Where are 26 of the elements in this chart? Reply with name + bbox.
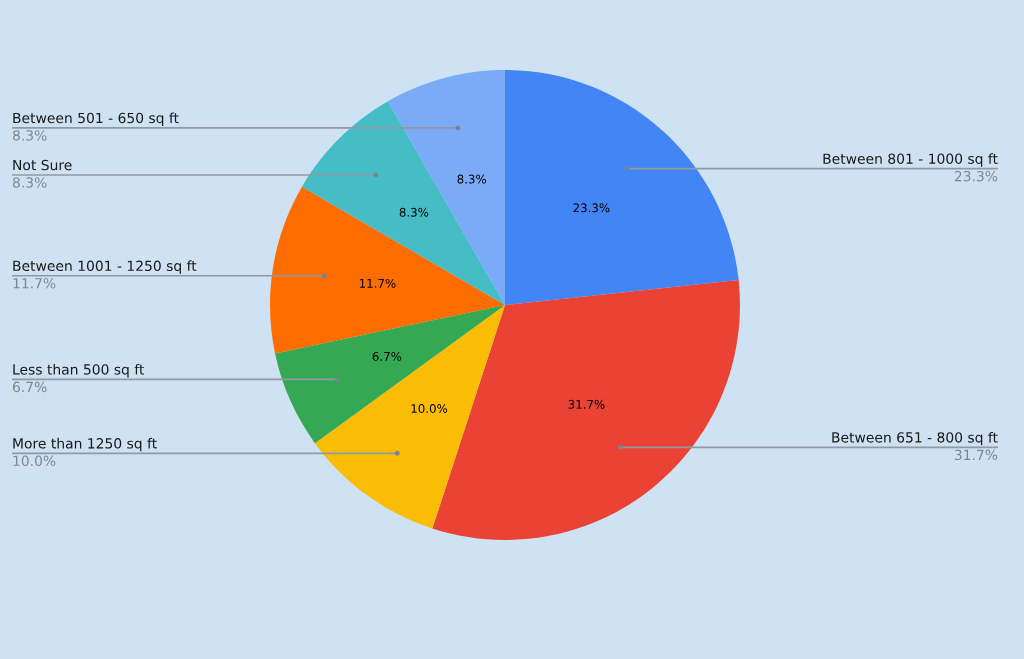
data-label: 11.7% <box>359 278 396 288</box>
text: 23.3% <box>954 170 998 182</box>
slice-label: Between 501 - 650 sq ft <box>13 112 179 126</box>
data-label: 8.3% <box>399 207 429 217</box>
slice-label: Less than 500 sq ft <box>13 363 145 378</box>
pie-slice <box>314 305 505 529</box>
slice-label: More than 1250 sq ft <box>13 437 157 452</box>
slice-label: Between 651 - 800 sq ft <box>832 431 998 446</box>
slice-label: Between 1001 - 1250 sq ft <box>13 260 197 274</box>
text: 8.3% <box>12 177 47 188</box>
text: 10.0% <box>13 455 56 467</box>
data-label: 10.0% <box>411 404 448 413</box>
text: 8.3% <box>12 130 47 141</box>
slice-label: Not Sure <box>13 159 72 171</box>
data-label: 31.7% <box>568 399 605 409</box>
data-label: 8.3% <box>457 174 487 184</box>
pie-slice <box>505 70 739 305</box>
data-label: 6.7% <box>372 351 402 361</box>
data-label: 23.3% <box>573 203 610 213</box>
text: 11.7% <box>13 278 56 289</box>
pie-slice <box>301 101 505 305</box>
text: 31.7% <box>954 449 998 461</box>
pie-slice <box>275 305 505 444</box>
text: 6.7% <box>12 381 47 393</box>
pie-slice <box>270 186 505 354</box>
slice-label: Between 801 - 1000 sq ft <box>823 153 998 167</box>
